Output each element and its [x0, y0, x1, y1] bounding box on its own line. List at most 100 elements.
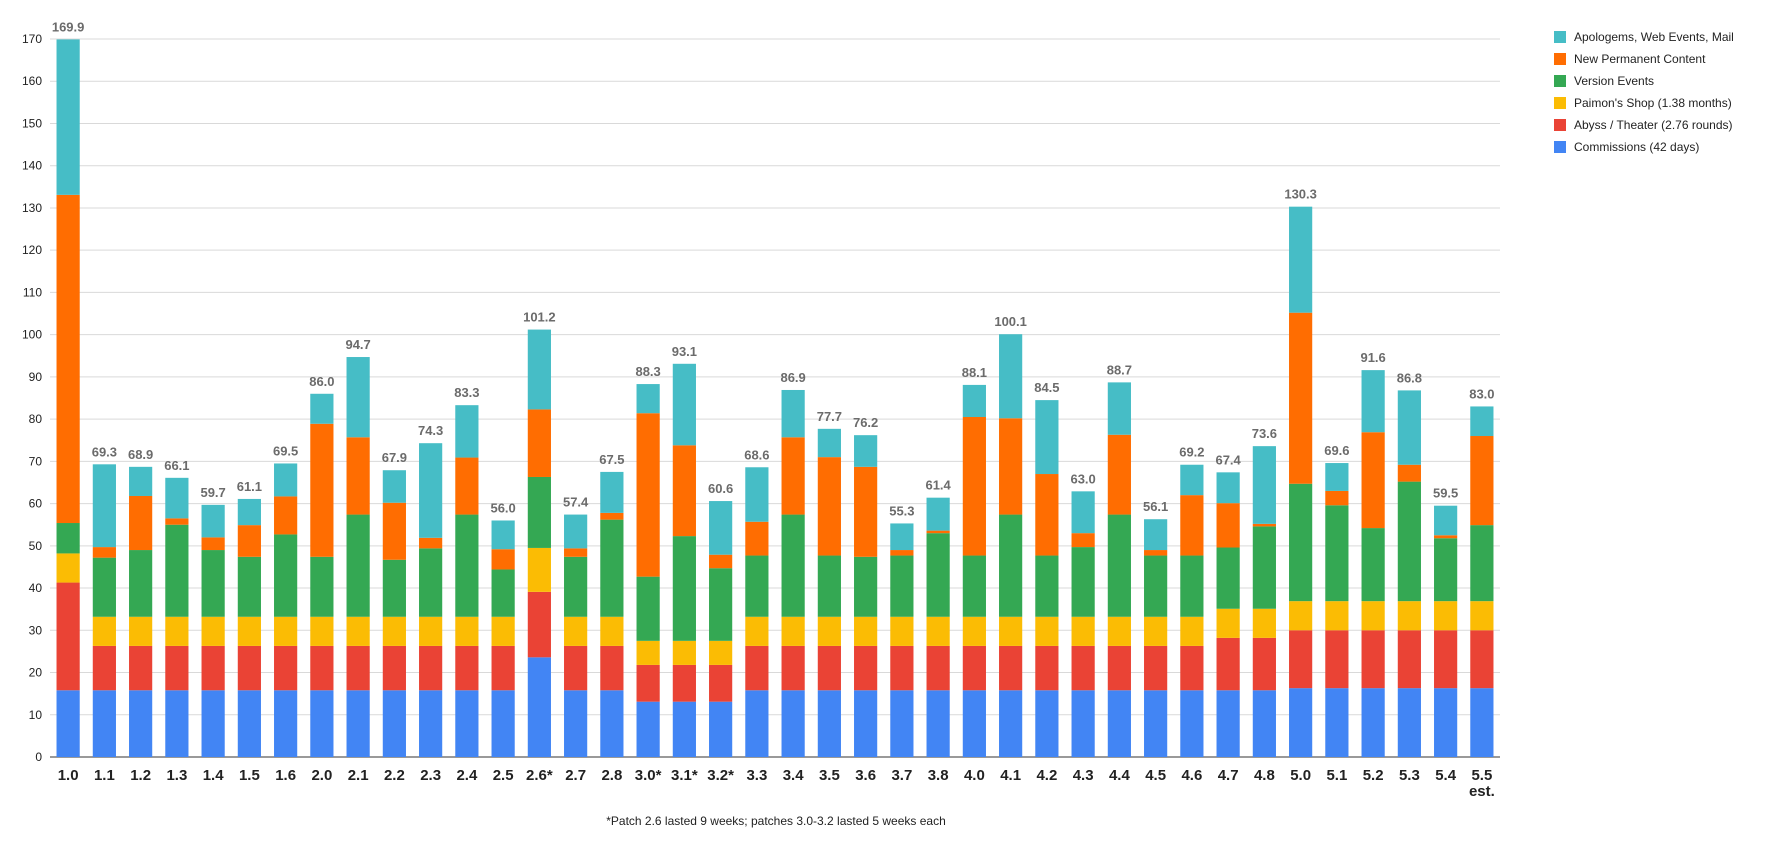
bar-segment — [1252, 523, 1276, 527]
bar-segment — [745, 467, 769, 522]
bar-segment — [1216, 637, 1240, 691]
bar-segment — [672, 445, 696, 537]
bar-segment — [382, 645, 406, 691]
bar-segment — [890, 645, 914, 691]
bar-segment — [274, 534, 298, 617]
bar-segment — [310, 645, 334, 691]
bar-segment — [672, 536, 696, 641]
bar-segment — [491, 549, 515, 570]
bar-segment — [745, 521, 769, 556]
total-label: 56.0 — [490, 500, 515, 515]
bar-segment — [92, 547, 116, 558]
bar-segment — [237, 525, 261, 557]
bar-segment — [1071, 616, 1095, 646]
bar-segment — [382, 690, 406, 757]
bar-segment — [926, 533, 950, 617]
total-label: 93.1 — [672, 344, 697, 359]
bar-segment — [854, 616, 878, 646]
bar-segment — [962, 616, 986, 646]
bar-segment — [455, 690, 479, 757]
bar-segment — [1216, 690, 1240, 757]
y-tick-label: 80 — [29, 412, 43, 426]
total-label: 69.2 — [1179, 445, 1204, 460]
bar-segment — [962, 645, 986, 691]
bar-segment — [1035, 645, 1059, 691]
y-tick-label: 30 — [29, 623, 43, 637]
total-label: 88.7 — [1107, 362, 1132, 377]
bar-segment — [201, 690, 225, 757]
bar-segment — [274, 463, 298, 497]
bar-segment — [1144, 519, 1168, 551]
bar-segment — [201, 645, 225, 691]
bar-segment — [1325, 688, 1349, 757]
bar-segment — [1144, 645, 1168, 691]
bar-segment — [1397, 601, 1421, 631]
total-label: 69.3 — [92, 444, 117, 459]
x-tick-label: 3.8 — [928, 767, 949, 784]
bar-segment — [1180, 690, 1204, 757]
bar-segment — [527, 657, 551, 757]
bar-segment — [709, 640, 733, 665]
bar-segment — [962, 555, 986, 617]
total-label: 86.0 — [309, 374, 334, 389]
total-label: 61.4 — [925, 478, 951, 493]
x-tick-label: 1.1 — [94, 767, 115, 784]
bar-segment — [201, 550, 225, 617]
bar-segment — [201, 504, 225, 538]
bar-segment — [854, 690, 878, 757]
bar-segment — [709, 554, 733, 569]
total-label: 63.0 — [1070, 471, 1095, 486]
legend-swatch — [1554, 141, 1566, 153]
bar-segment — [1071, 690, 1095, 757]
bar-segment — [1397, 481, 1421, 602]
bar-segment — [890, 616, 914, 646]
bar-segment — [1071, 645, 1095, 691]
x-tick-label: 4.0 — [964, 767, 985, 784]
bar-segment — [1216, 503, 1240, 548]
bar-segment — [962, 384, 986, 418]
bar-segment — [1071, 491, 1095, 534]
bar-segment — [1361, 601, 1385, 631]
bar-segment — [274, 616, 298, 646]
x-tick-label: 4.4 — [1109, 767, 1131, 784]
legend-item: Abyss / Theater (2.76 rounds) — [1554, 118, 1733, 132]
total-labels: 169.9 69.3 68.9 66.1 59.7 61.1 69.5 86.0 94.7 67.… — [52, 19, 1495, 518]
y-tick-label: 90 — [29, 370, 43, 384]
legend-label: Abyss / Theater (2.76 rounds) — [1574, 118, 1733, 132]
bar-segment — [129, 645, 153, 691]
x-tick-label: 4.3 — [1073, 767, 1094, 784]
bar-segment — [1107, 690, 1131, 757]
bar-segment — [455, 645, 479, 691]
bar-segment — [1144, 555, 1168, 617]
bar-segment — [201, 537, 225, 551]
bar-segment — [1216, 472, 1240, 504]
x-tick-label: 3.0* — [635, 767, 662, 784]
bar-segment — [1434, 505, 1458, 536]
bar-segment — [1071, 547, 1095, 617]
bar-segment — [1434, 535, 1458, 539]
y-tick-label: 160 — [22, 74, 42, 88]
bar-segment — [419, 616, 443, 646]
bar-segment — [781, 645, 805, 691]
total-label: 74.3 — [418, 423, 443, 438]
total-label: 86.8 — [1397, 370, 1422, 385]
bars — [56, 39, 1494, 757]
bar-segment — [129, 616, 153, 646]
total-label: 56.1 — [1143, 499, 1168, 514]
bar-segment — [1397, 630, 1421, 689]
bar-segment — [1180, 464, 1204, 496]
bar-segment — [1434, 688, 1458, 757]
bar-segment — [636, 640, 660, 665]
bar-segment — [1035, 474, 1059, 556]
bar-segment — [999, 616, 1023, 646]
bar-segment — [1325, 463, 1349, 491]
bar-segment — [237, 645, 261, 691]
y-tick-label: 100 — [22, 328, 42, 342]
bar-segment — [636, 576, 660, 641]
total-label: 83.0 — [1469, 386, 1494, 401]
bar-segment — [129, 550, 153, 617]
total-label: 86.9 — [780, 370, 805, 385]
legend-label: Version Events — [1574, 74, 1654, 88]
bar-segment — [817, 555, 841, 617]
bar-segment — [419, 537, 443, 549]
